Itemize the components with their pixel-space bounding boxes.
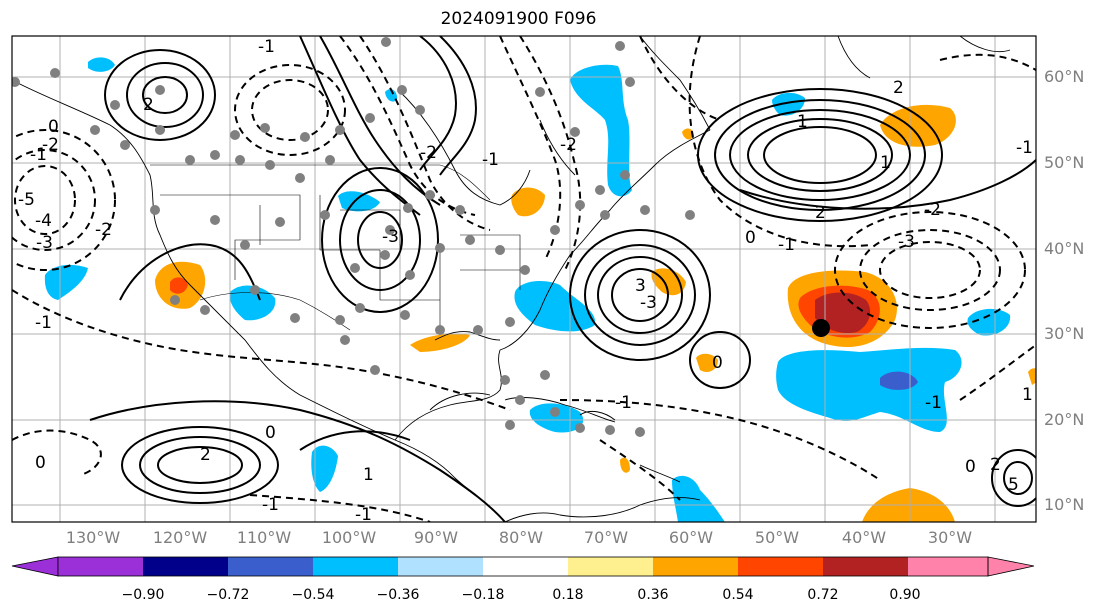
contour-label: -4	[35, 211, 52, 231]
contour-label: -1	[778, 235, 795, 255]
contour-label: -3	[898, 232, 915, 252]
contour-label: -2	[95, 220, 112, 240]
contour-label: 2	[200, 445, 211, 465]
contour-label: 0	[965, 457, 976, 477]
contour-label: 0	[48, 117, 59, 137]
contour-label: -1	[925, 393, 942, 413]
colorbar-segment	[568, 557, 653, 576]
colorbar-tick-label: −0.72	[206, 587, 250, 603]
colorbar-extend-left	[11, 556, 59, 577]
contour-label: -2	[924, 200, 941, 220]
contour-label: 2	[893, 78, 904, 98]
lat-label: 50°N	[1044, 153, 1085, 172]
colorbar-tick-label: −0.90	[121, 587, 165, 603]
lat-label: 60°N	[1044, 67, 1085, 86]
contour-label: -1	[615, 393, 632, 413]
colorbar-segment	[228, 557, 313, 576]
storm-center-marker	[812, 319, 830, 337]
contours-positive	[89, 36, 1036, 522]
colorbar-tick-label: 0.36	[637, 587, 669, 603]
lat-label: 10°N	[1044, 495, 1085, 514]
contour-label: 1	[1022, 385, 1033, 405]
negative-anomaly-atlantic-subtropics	[776, 347, 962, 432]
contour-label: -1	[258, 37, 275, 57]
colorbar-tick-label: 0.18	[552, 587, 584, 603]
contour-label: -1	[482, 150, 499, 170]
colorbar-tick-label: −0.36	[376, 587, 420, 603]
colorbar-segment	[398, 557, 483, 576]
lon-label: 50°W	[754, 528, 800, 547]
lat-label: 30°N	[1044, 324, 1085, 343]
contour-label: -2	[42, 135, 59, 155]
colorbar-extend-right	[987, 556, 1035, 577]
observation-dots	[12, 37, 695, 437]
colorbar-segment	[653, 557, 738, 576]
lon-label: 70°W	[583, 528, 629, 547]
lat-label: 40°N	[1044, 239, 1085, 258]
contour-label: 0	[265, 423, 276, 443]
contour-label: 2	[143, 95, 154, 115]
contours-negative	[12, 36, 1036, 522]
lon-label: 120°W	[152, 528, 208, 547]
colorbar-segment	[483, 557, 568, 576]
lon-label: 40°W	[841, 528, 887, 547]
coastlines	[12, 36, 1011, 522]
contour-label: 1	[363, 465, 374, 485]
colorbar-tick-label: −0.18	[461, 587, 505, 603]
contour-labels: 1 2 -1 -2 -3 -4 -5 2 -1 0 -1 -2 -3 2 -3 …	[18, 37, 1033, 525]
contour-label: -3	[36, 233, 53, 253]
contour-label: -1	[262, 495, 279, 515]
contour-label: 3	[635, 276, 646, 296]
contour-label: 0	[745, 228, 756, 248]
lon-label: 80°W	[498, 528, 544, 547]
colorbar-tick-label: 0.90	[889, 587, 921, 603]
colorbar-tick-label: 0.54	[722, 587, 754, 603]
lon-label: 60°W	[668, 528, 714, 547]
contour-label: -2	[420, 143, 437, 163]
colorbar-segment	[313, 557, 398, 576]
contour-label: -5	[18, 190, 35, 210]
map-title: 2024091900 F096	[440, 9, 597, 29]
contour-label: -2	[560, 135, 577, 155]
contour-label: 1	[797, 112, 808, 132]
contour-label: 0	[712, 353, 723, 373]
lat-label: 20°N	[1044, 410, 1085, 429]
colorbar-segment	[908, 557, 988, 576]
lon-label: 100°W	[321, 528, 377, 547]
colorbar	[11, 556, 1035, 577]
lon-label: 110°W	[236, 528, 292, 547]
colorbar-tick-label: 0.72	[807, 587, 839, 603]
contour-label: -1	[355, 505, 372, 525]
contour-label: -3	[382, 227, 399, 247]
lon-label: 130°W	[65, 528, 121, 547]
contour-label: 2	[815, 203, 826, 223]
contour-label: 1	[880, 153, 891, 173]
colorbar-segment	[823, 557, 908, 576]
contour-label: -1	[30, 145, 47, 165]
contour-label: 0	[35, 453, 46, 473]
colorbar-segment	[143, 557, 228, 576]
map-frame	[11, 35, 1037, 523]
contour-label: 2	[990, 455, 1001, 475]
lon-label: 30°W	[927, 528, 973, 547]
lon-label: 90°W	[413, 528, 459, 547]
political-borders	[150, 164, 521, 331]
colorbar-segment	[58, 557, 143, 576]
colorbar-tick-label: −0.54	[291, 587, 335, 603]
contour-label: -3	[640, 293, 657, 313]
contour-label: -1	[35, 313, 52, 333]
colorbar-segment	[738, 557, 823, 576]
contour-label: -1	[1016, 138, 1033, 158]
contour-label: 5	[1008, 475, 1019, 495]
